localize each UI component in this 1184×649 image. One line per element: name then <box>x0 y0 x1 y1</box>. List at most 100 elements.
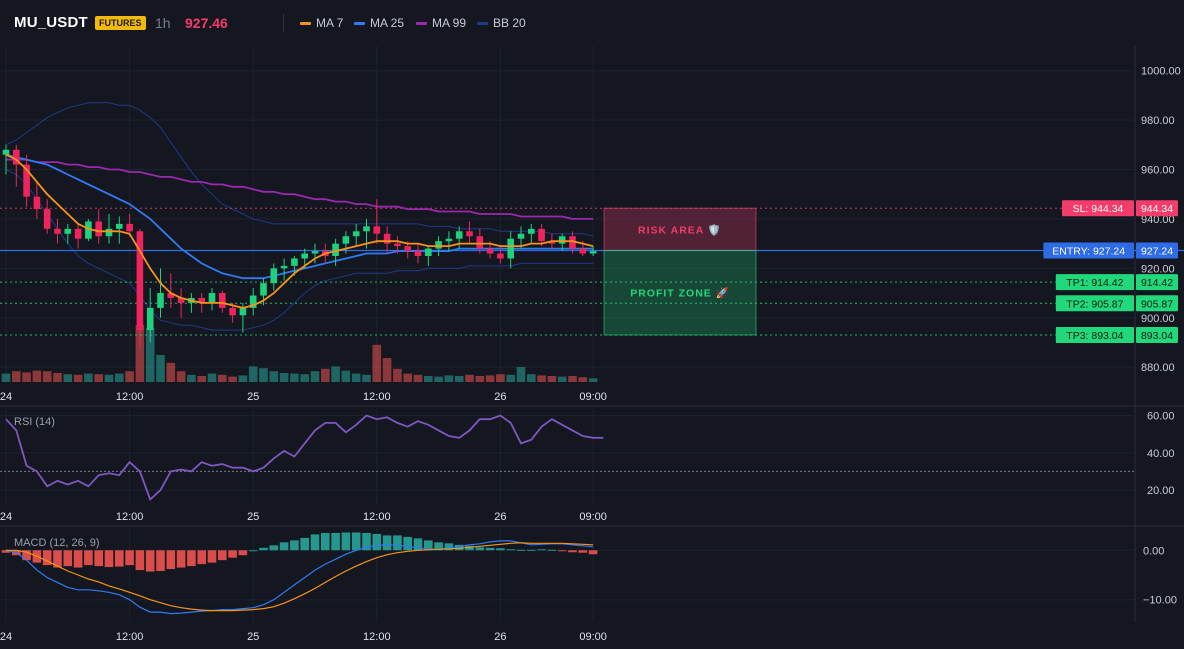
volume-bar <box>516 367 526 382</box>
level-value-tag <box>1136 242 1178 259</box>
macd-histogram-bar <box>22 550 31 561</box>
candle-body <box>2 149 10 155</box>
x-tick-label: 09:00 <box>579 391 607 403</box>
macd-histogram-bar <box>166 550 176 570</box>
volume-bar <box>218 374 227 382</box>
macd-histogram-bar <box>372 533 382 551</box>
macd-histogram-bar <box>269 545 279 551</box>
symbol-name[interactable]: MU_USDT <box>14 14 88 31</box>
volume-bar <box>331 366 340 382</box>
x-tick-label: 12:00 <box>116 391 144 403</box>
candle-body <box>280 265 288 269</box>
macd-histogram-bar <box>228 550 237 558</box>
futures-badge: FUTURES <box>95 16 146 30</box>
x-tick-label: 25 <box>247 391 259 403</box>
x-tick-label: 26 <box>494 511 506 523</box>
profit-zone-label: PROFIT ZONE 🚀 <box>630 287 730 300</box>
risk-area-label: RISK AREA 🛡️ <box>638 223 722 236</box>
volume-bar <box>506 374 515 382</box>
macd-histogram-bar <box>248 550 258 552</box>
volume-bar <box>454 376 464 382</box>
candle-body <box>414 251 422 256</box>
volume-bar <box>434 376 443 382</box>
macd-histogram-bar <box>53 550 62 568</box>
volume-bar <box>42 371 52 382</box>
volume-bar <box>1 373 11 382</box>
x-tick-label: 12:00 <box>116 511 144 523</box>
legend-label: MA 99 <box>432 16 467 30</box>
macd-histogram-bar <box>341 532 351 551</box>
volume-bar <box>588 378 598 382</box>
macd-histogram-bar <box>259 547 268 551</box>
macd-histogram-bar <box>104 550 114 568</box>
candle-body <box>167 293 175 298</box>
candle-body <box>249 295 257 308</box>
level-tag <box>1055 295 1134 312</box>
volume-bar <box>115 373 124 382</box>
macd-histogram-bar <box>73 550 83 568</box>
level-tag <box>1043 242 1134 259</box>
legend-swatch-ma99 <box>416 21 427 25</box>
volume-bar <box>424 376 433 382</box>
candle-body <box>54 228 61 234</box>
macd-histogram-bar <box>547 549 557 551</box>
volume-bar <box>259 368 268 382</box>
x-tick-label: 25 <box>247 631 259 643</box>
timeframe-label[interactable]: 1h <box>155 15 171 31</box>
candle-body <box>373 226 381 234</box>
macd-histogram-bar <box>125 550 134 566</box>
candle-body <box>486 248 494 254</box>
macd-histogram-bar <box>197 550 206 565</box>
legend-swatch-ma25 <box>354 21 365 25</box>
candle-body <box>208 293 216 303</box>
volume-bar <box>238 375 248 382</box>
level-value-tag <box>1136 326 1178 343</box>
candle-body <box>13 149 20 165</box>
volume-bar <box>166 362 176 382</box>
candle-body <box>311 251 319 254</box>
macd-histogram-bar <box>94 550 103 567</box>
volume-bar <box>22 372 31 382</box>
legend-label: BB 20 <box>493 16 526 30</box>
volume-bar <box>403 373 412 382</box>
candle-body <box>177 298 185 303</box>
candle-body <box>105 228 113 237</box>
legend-ma7[interactable]: MA 7 <box>300 16 343 30</box>
rsi-line <box>5 414 604 501</box>
legend-bb20[interactable]: BB 20 <box>477 16 526 30</box>
level-value-tag <box>1136 274 1178 291</box>
legend-label: MA 7 <box>316 16 344 30</box>
legend-ma25[interactable]: MA 25 <box>354 16 404 30</box>
candle-body <box>239 307 247 316</box>
volume-bar <box>73 374 83 382</box>
candle-body <box>95 221 102 237</box>
volume-bar <box>568 376 577 382</box>
price-axis-label: 920.00 <box>1141 263 1175 275</box>
candle-body <box>476 236 484 249</box>
candle-body <box>136 231 144 331</box>
level-tag-label: TP2: 905.87 <box>1066 298 1123 310</box>
macd-histogram-bar <box>557 550 567 552</box>
candle-body <box>342 236 350 244</box>
volume-bar <box>248 366 258 382</box>
candle-body <box>507 238 514 259</box>
macd-histogram-bar <box>135 550 145 571</box>
macd-histogram-bar <box>578 550 588 553</box>
ma99-line <box>6 158 594 220</box>
macd-histogram-bar <box>403 536 412 551</box>
legend-ma99[interactable]: MA 99 <box>416 16 466 30</box>
risk-zone <box>603 207 757 251</box>
level-tag <box>1055 274 1134 291</box>
volume-bar <box>290 373 299 382</box>
macd-histogram-bar <box>290 540 299 551</box>
macd-histogram-bar <box>516 549 526 551</box>
candle-body <box>383 233 391 244</box>
level-tag-label: SL: 944.34 <box>1073 203 1124 215</box>
last-price: 927.46 <box>185 15 228 31</box>
x-tick-label: 24 <box>0 391 12 403</box>
volume-bar <box>187 374 196 382</box>
macd-histogram-bar <box>156 550 165 572</box>
volume-bar <box>547 376 557 382</box>
level-value-label: 905.87 <box>1141 298 1173 310</box>
